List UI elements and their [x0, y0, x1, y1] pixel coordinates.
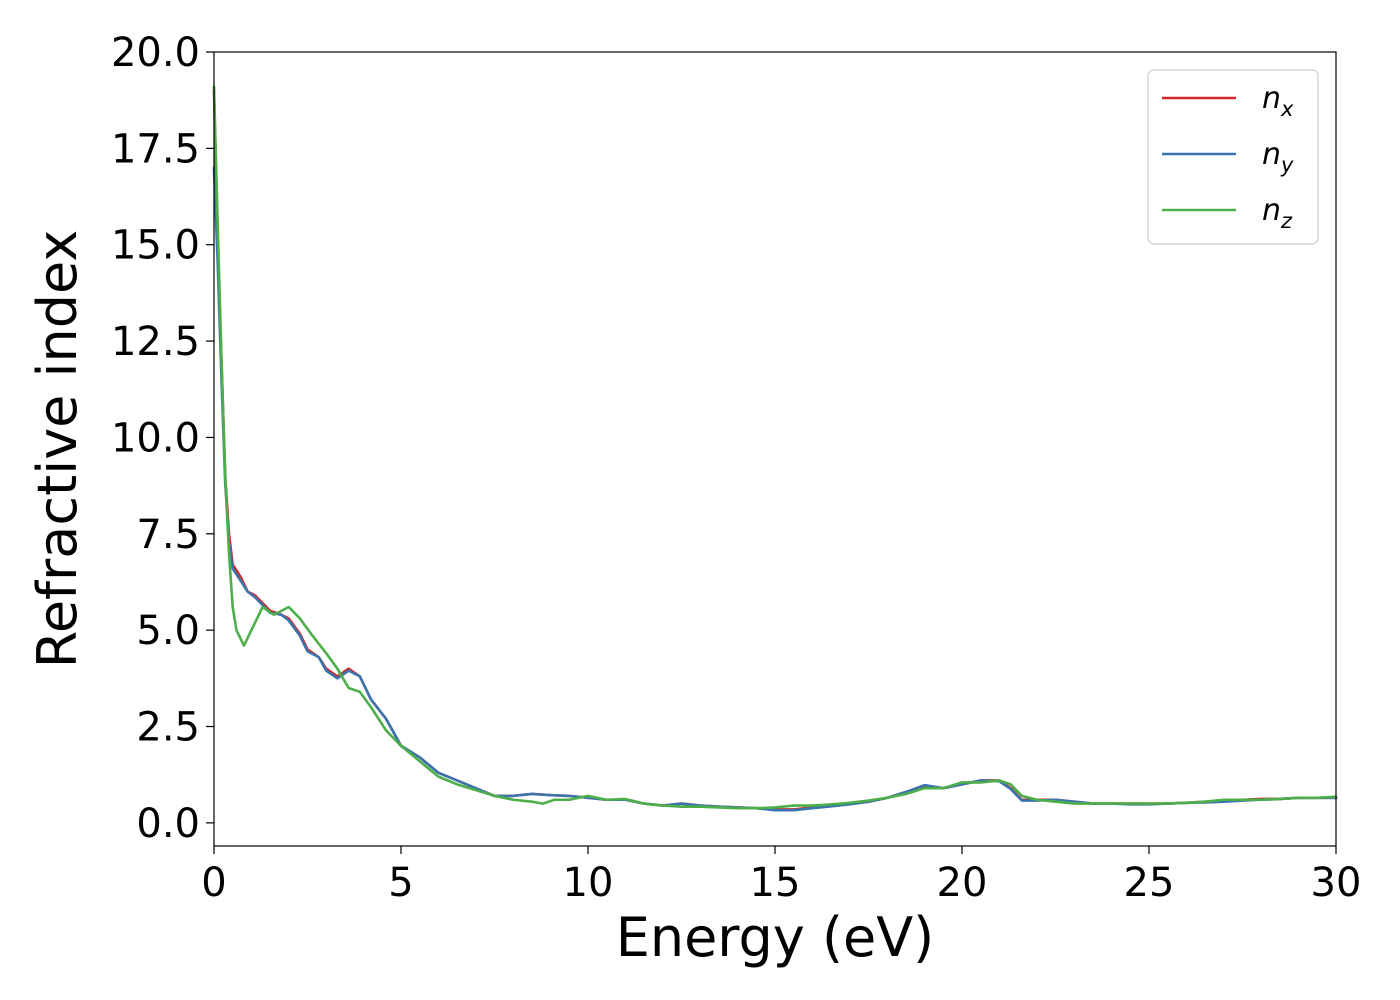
x-tick-label: 0	[201, 860, 226, 906]
y-tick-label: 17.5	[111, 126, 200, 172]
y-tick-label: 0.0	[136, 801, 200, 847]
series-line-z	[212, 85, 1338, 810]
y-axis: 0.0 2.5 5.0 7.5 10.0 12.5 15.0 17.5 20.0	[111, 30, 214, 847]
y-tick-label: 10.0	[111, 415, 200, 461]
x-tick-label: 25	[1124, 860, 1175, 906]
legend: nx ny nz	[1147, 69, 1319, 245]
x-tick-label: 5	[388, 860, 413, 906]
x-tick-label: 20	[937, 860, 988, 906]
y-tick-label: 7.5	[136, 512, 200, 558]
x-tick-label: 30	[1311, 860, 1362, 906]
y-tick-label: 15.0	[111, 223, 200, 269]
x-axis-label: Energy (eV)	[616, 906, 935, 969]
legend-frame	[1147, 69, 1319, 245]
legend-label-z: nz	[1262, 193, 1293, 233]
x-axis: 0 5 10 15 20 25 30	[201, 846, 1361, 906]
legend-label-x: nx	[1262, 81, 1294, 121]
x-tick-label: 10	[563, 860, 614, 906]
y-tick-label: 20.0	[111, 30, 200, 76]
y-tick-label: 12.5	[111, 319, 200, 365]
series-layer	[212, 85, 1338, 812]
y-tick-label: 5.0	[136, 608, 200, 654]
y-tick-label: 2.5	[136, 705, 200, 751]
y-axis-label: Refractive index	[26, 230, 89, 669]
legend-label-y: ny	[1262, 137, 1294, 177]
x-tick-label: 15	[750, 860, 801, 906]
